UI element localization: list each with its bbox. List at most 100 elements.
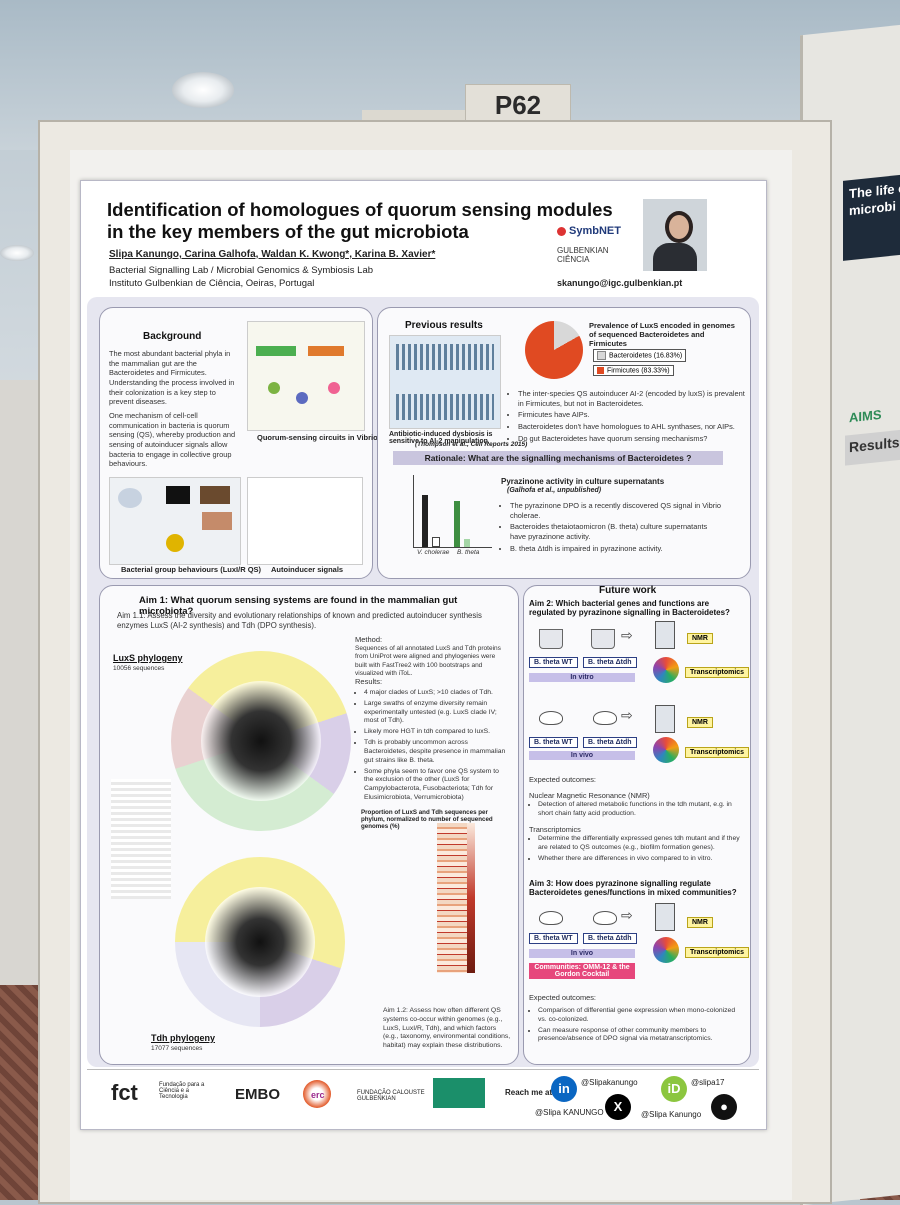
- result-item: Likely more HGT in tdh compared to luxS.: [364, 728, 507, 737]
- future-work-heading: Future work: [599, 585, 657, 596]
- gulbenkian-ciencia-logo: GULBENKIAN CIÊNCIA: [557, 246, 609, 265]
- dysbiosis-reference: (Thompson et al., Cell Reports 2015): [415, 441, 528, 448]
- symbnet-icon: [557, 226, 566, 236]
- author-email: skanungo@igc.gulbenkian.pt: [557, 278, 683, 288]
- aim3-heading: Aim 3: How does pyrazinone signalling re…: [529, 879, 737, 897]
- method-text: Sequences of all annotated LuxS and Tdh …: [355, 645, 501, 678]
- previous-bullet: The inter-species QS autoinducer AI-2 (e…: [518, 389, 745, 408]
- linkedin-icon[interactable]: in: [551, 1076, 577, 1102]
- linkedin-handle: @Slipakanungo: [581, 1078, 638, 1087]
- transcriptomics-icon: [653, 657, 679, 683]
- results-heading: Results:: [355, 677, 383, 686]
- previous-bullet: Do gut Bacteroidetes have quorum sensing…: [518, 434, 745, 444]
- x-twitter-icon[interactable]: X: [605, 1094, 631, 1120]
- communities-label: Communities: OMM-12 & the Gordon Cocktai…: [529, 963, 635, 979]
- aim2-heading: Aim 2: Which bacterial genes and functio…: [529, 599, 730, 617]
- protein-node: [268, 382, 280, 394]
- fct-logo: fct: [111, 1080, 138, 1105]
- nmr-machine-icon: [655, 705, 675, 733]
- previous-bullet: Bacteroidetes don't have homologues to A…: [518, 422, 745, 432]
- autoinducer-caption: Autoinducer signals: [271, 565, 344, 574]
- bioluminescence-image: [166, 486, 190, 504]
- linkedin-name: @Slipa KANUNGO: [535, 1108, 604, 1117]
- tdh-phylogeny-tree: [175, 857, 345, 1027]
- transcriptomics-bullet: Whether there are differences in vivo co…: [538, 855, 741, 864]
- aim3-bullet: Can measure response of other community …: [538, 1027, 741, 1045]
- petri-dish: [118, 488, 142, 508]
- nmr-tag: NMR: [687, 917, 713, 928]
- nmr-bullets: Detection of altered metabolic functions…: [529, 801, 741, 821]
- arrow-right-icon: ⇨: [621, 707, 633, 723]
- bacteria-cartoon: [396, 344, 494, 370]
- btheta-mutant-label: B. theta Δtdh: [583, 657, 637, 668]
- reach-me-label: Reach me at:: [505, 1088, 555, 1097]
- heatmap-title: Proportion of LuxS and Tdh sequences per…: [361, 809, 493, 830]
- gulbenkian-line-1: GULBENKIAN: [557, 246, 609, 255]
- dysbiosis-caption: Antibiotic-induced dysbiosis is sensitiv…: [389, 431, 493, 445]
- protein-node: [296, 392, 308, 404]
- github-icon[interactable]: ●: [711, 1094, 737, 1120]
- pyr-bullet: Bacteroides thetaiotaomicron (B. theta) …: [510, 522, 723, 541]
- orcid-name: @Slipa Kanungo: [641, 1110, 702, 1119]
- floor-carpet: [0, 985, 42, 1200]
- neighbor-results-heading: Results: [845, 428, 900, 466]
- dysbiosis-figure: [389, 335, 501, 429]
- board-number-sign: P62: [465, 84, 571, 126]
- poster-authors: Slipa Kanungo, Carina Galhofa, Waldan K.…: [109, 249, 436, 260]
- calouste-gulbenkian-logo: FUNDAÇÃO CALOUSTE GULBENKIAN: [357, 1090, 425, 1102]
- poster-affiliation: Bacterial Signalling Lab / Microbial Gen…: [109, 265, 373, 291]
- legend-swatch-red: [597, 367, 604, 374]
- author-photo: [643, 199, 707, 271]
- bar-btheta-mutant: [464, 539, 470, 547]
- btheta-mutant-label: B. theta Δtdh: [583, 933, 637, 944]
- qs-circuit-figure: [247, 321, 365, 431]
- previous-bullet: Firmicutes have AIPs.: [518, 410, 745, 420]
- nmr-tag: NMR: [687, 717, 713, 728]
- pyr-bullet: The pyrazinone DPO is a recently discove…: [510, 501, 723, 520]
- pyrazinone-bullets: The pyrazinone DPO is a recently discove…: [501, 501, 723, 555]
- mouse-icon: [539, 911, 563, 925]
- ceiling-light: [172, 72, 234, 108]
- tdh-title: Tdh phylogeny: [151, 1033, 215, 1043]
- aim1-results: 4 major clades of LuxS; >10 clades of Td…: [355, 689, 507, 805]
- aim1-heading: Aim 1: What quorum sensing systems are f…: [139, 595, 458, 617]
- legend-swatch-grey: [597, 351, 606, 360]
- nmr-full-heading: Nuclear Magnetic Resonance (NMR): [529, 791, 650, 800]
- protein-node: [328, 382, 340, 394]
- mouse-icon: [593, 911, 617, 925]
- orcid-icon[interactable]: iD: [661, 1076, 687, 1102]
- result-item: 4 major clades of LuxS; >10 clades of Td…: [364, 689, 507, 698]
- transcriptomics-tag: Transcriptomics: [685, 747, 750, 758]
- legend-label-bacteroidetes: Bacteroidetes (16.83%): [609, 352, 683, 360]
- expected-outcomes-heading-2: Expected outcomes:: [529, 993, 596, 1002]
- author-photo-head: [665, 211, 693, 243]
- previous-results-bullets: The inter-species QS autoinducer AI-2 (e…: [509, 389, 745, 445]
- pyr-bullet: B. theta Δtdh is impaired in pyrazinone …: [510, 544, 723, 554]
- luxs-phylogeny-tree: [171, 651, 351, 831]
- previous-results-heading: Previous results: [405, 320, 483, 331]
- in-vitro-label: In vitro: [529, 673, 635, 682]
- background-para-1: The most abundant bacterial phyla in the…: [109, 349, 235, 407]
- aim3-bullets: Comparison of differential gene expressi…: [529, 1007, 741, 1046]
- bar-btheta-wt: [454, 501, 460, 547]
- membrane-receptor-2: [308, 346, 344, 356]
- pie-legend-bacteroidetes: Bacteroidetes (16.83%): [593, 349, 687, 362]
- bacteria-cartoon: [396, 394, 494, 420]
- result-item: Large swaths of enzyme diversity remain …: [364, 700, 507, 726]
- mouse-icon: [593, 711, 617, 725]
- luxs-prevalence-pie: [525, 321, 583, 379]
- affiliation-line-1: Bacterial Signalling Lab / Microbial Gen…: [109, 265, 374, 276]
- rationale-banner: Rationale: What are the signalling mecha…: [393, 451, 723, 465]
- arrow-right-icon: ⇨: [621, 627, 633, 643]
- nmr-bullet: Detection of altered metabolic functions…: [538, 801, 741, 819]
- pyrazinone-title: Pyrazinone activity in culture supernata…: [501, 477, 665, 486]
- transcriptomics-bullets: Determine the differentially expressed g…: [529, 835, 741, 865]
- btheta-wt-label: B. theta WT: [529, 933, 578, 944]
- tdh-count: 17077 sequences: [151, 1045, 203, 1052]
- legend-label-firmicutes: Firmicutes (83.33%): [607, 367, 670, 375]
- transcriptomics-tag: Transcriptomics: [685, 667, 750, 678]
- colony-image: [166, 534, 184, 552]
- nmr-tag: NMR: [687, 633, 713, 644]
- gulbenkian-line-2: CIÊNCIA: [557, 254, 590, 264]
- background-heading: Background: [143, 331, 202, 342]
